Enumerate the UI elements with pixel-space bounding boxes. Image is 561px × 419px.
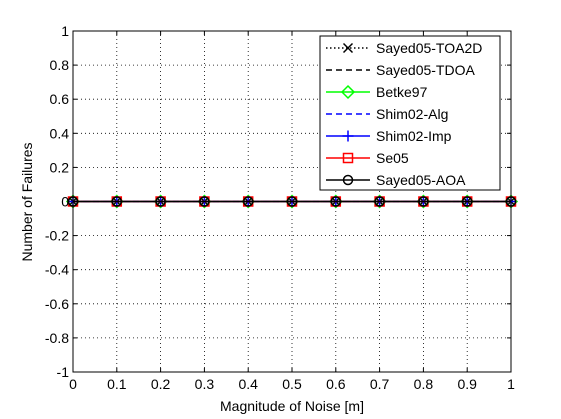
data-point-diamond-marker bbox=[340, 84, 356, 100]
data-point-circle-marker bbox=[374, 196, 385, 207]
x-tick-label: 0 bbox=[69, 376, 77, 392]
x-tick-label: 0.4 bbox=[238, 376, 258, 392]
x-tick-label: 0.1 bbox=[107, 376, 127, 392]
legend-entry: Sayed05-AOA bbox=[326, 172, 466, 188]
x-axis-label: Magnitude of Noise [m] bbox=[220, 398, 364, 414]
y-axis-label: Number of Failures bbox=[19, 142, 35, 261]
y-tick-label: 0 bbox=[61, 194, 69, 210]
x-tick-label: 0.2 bbox=[151, 376, 171, 392]
data-point-circle-marker bbox=[111, 196, 123, 207]
y-tick-label: 1 bbox=[61, 23, 69, 39]
legend-entry: Se05 bbox=[326, 150, 409, 166]
legend: Sayed05-TOA2D Sayed05-TDOA Betke97 Shim02-A… bbox=[319, 35, 501, 191]
series-layer bbox=[65, 194, 519, 209]
y-tick-label: 0.4 bbox=[50, 125, 70, 141]
x-tick-label: 0.9 bbox=[457, 376, 477, 392]
x-tick-label: 0.5 bbox=[282, 376, 302, 392]
y-tick-label: 0.2 bbox=[50, 159, 70, 175]
x-tick-label: 0.3 bbox=[195, 376, 215, 392]
x-tick-label: 0.8 bbox=[414, 376, 434, 392]
legend-entry: Sayed05-TDOA bbox=[326, 62, 475, 78]
legend-label: Shim02-Imp bbox=[376, 128, 452, 144]
legend-box bbox=[319, 35, 501, 191]
axis-ticks: 0 0.1 0.2 0.3 0.4 0.5 0.6 0.7 0.8 0.9 1 -1 -0.8 -0.6 -… bbox=[45, 23, 515, 392]
y-tick-label: 0.6 bbox=[50, 91, 70, 107]
data-point-circle-marker bbox=[242, 196, 254, 207]
x-tick-label: 1 bbox=[507, 376, 515, 392]
data-point-plus-marker bbox=[342, 130, 354, 142]
series-sayed05-aoa bbox=[67, 196, 517, 207]
data-point-circle-marker bbox=[342, 174, 354, 186]
legend-entry: Shim02-Alg bbox=[326, 106, 448, 122]
legend-label: Shim02-Alg bbox=[376, 106, 448, 122]
data-point-circle-marker bbox=[418, 196, 429, 207]
legend-label: Se05 bbox=[376, 150, 409, 166]
legend-label: Betke97 bbox=[376, 84, 428, 100]
data-point-x-marker bbox=[342, 42, 354, 54]
legend-entry: Sayed05-TOA2D bbox=[326, 40, 482, 56]
y-tick-label: 0.8 bbox=[50, 57, 70, 73]
data-point-circle-marker bbox=[199, 196, 210, 207]
y-tick-label: -0.4 bbox=[45, 262, 69, 278]
legend-entry: Betke97 bbox=[326, 84, 428, 100]
data-point-circle-marker bbox=[155, 196, 166, 207]
legend-label: Sayed05-TDOA bbox=[376, 62, 475, 78]
legend-entry: Shim02-Imp bbox=[326, 128, 452, 144]
y-tick-label: -1 bbox=[57, 364, 70, 380]
data-point-circle-marker bbox=[461, 196, 473, 207]
y-tick-label: -0.8 bbox=[45, 330, 69, 346]
x-tick-label: 0.7 bbox=[370, 376, 390, 392]
data-point-circle-marker bbox=[286, 196, 298, 207]
legend-label: Sayed05-TOA2D bbox=[376, 40, 482, 56]
x-tick-label: 0.6 bbox=[326, 376, 346, 392]
data-point-square-marker bbox=[342, 152, 354, 164]
data-point-circle-marker bbox=[330, 196, 342, 207]
y-tick-label: -0.6 bbox=[45, 296, 69, 312]
y-tick-label: -0.2 bbox=[45, 228, 69, 244]
legend-label: Sayed05-AOA bbox=[376, 172, 466, 188]
